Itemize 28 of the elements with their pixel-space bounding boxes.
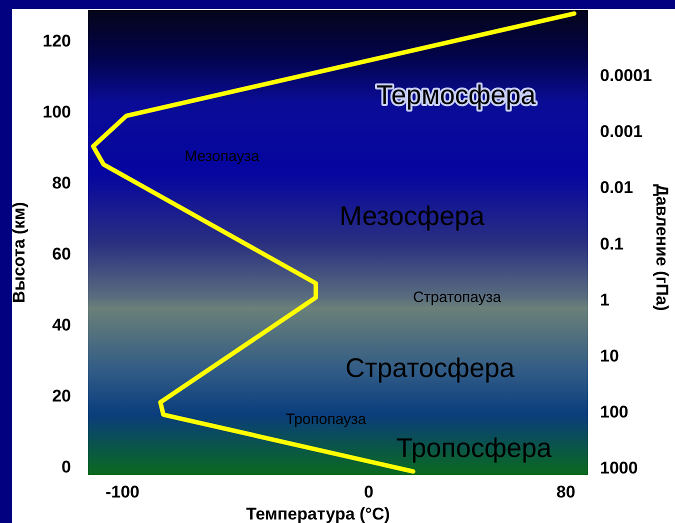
y2-tick-label: 0.001 <box>600 122 643 142</box>
y2-tick-label: 0.01 <box>600 178 634 198</box>
x-tick-label: 80 <box>556 482 576 502</box>
x-axis-title: Температура (°C) <box>246 504 390 523</box>
y-tick-label: 120 <box>42 31 71 50</box>
y2-tick-label: 0.1 <box>600 234 624 254</box>
annotation: Термосфера <box>376 80 537 110</box>
y2-tick-label: 1 <box>600 290 610 310</box>
y-tick-label: 0 <box>62 457 71 476</box>
annotation: Тропопауза <box>286 410 367 428</box>
annotation: Мезопауза <box>184 148 260 165</box>
y2-tick-label: 1000 <box>600 458 638 478</box>
x-tick-label: 0 <box>364 482 374 502</box>
y2-axis-title: Давление (гПа) <box>652 184 672 311</box>
annotation: Мезосфера <box>339 201 486 232</box>
annotation: Стратопауза <box>412 288 502 306</box>
annotation: Тропосфера <box>396 433 553 464</box>
y2-tick-label: 0.0001 <box>600 66 652 86</box>
y-axis-title: Высота (км) <box>9 202 28 304</box>
y2-tick-label: 10 <box>600 346 619 366</box>
x-tick-label: -100 <box>105 482 140 502</box>
y2-tick-label: 100 <box>600 402 628 422</box>
y-tick-label: 80 <box>52 173 71 192</box>
y-tick-label: 20 <box>52 386 71 406</box>
y-tick-label: 60 <box>52 244 71 264</box>
annotation: Стратосфера <box>345 353 516 384</box>
y-tick-label: 100 <box>42 102 71 122</box>
y-tick-label: 40 <box>52 315 71 334</box>
